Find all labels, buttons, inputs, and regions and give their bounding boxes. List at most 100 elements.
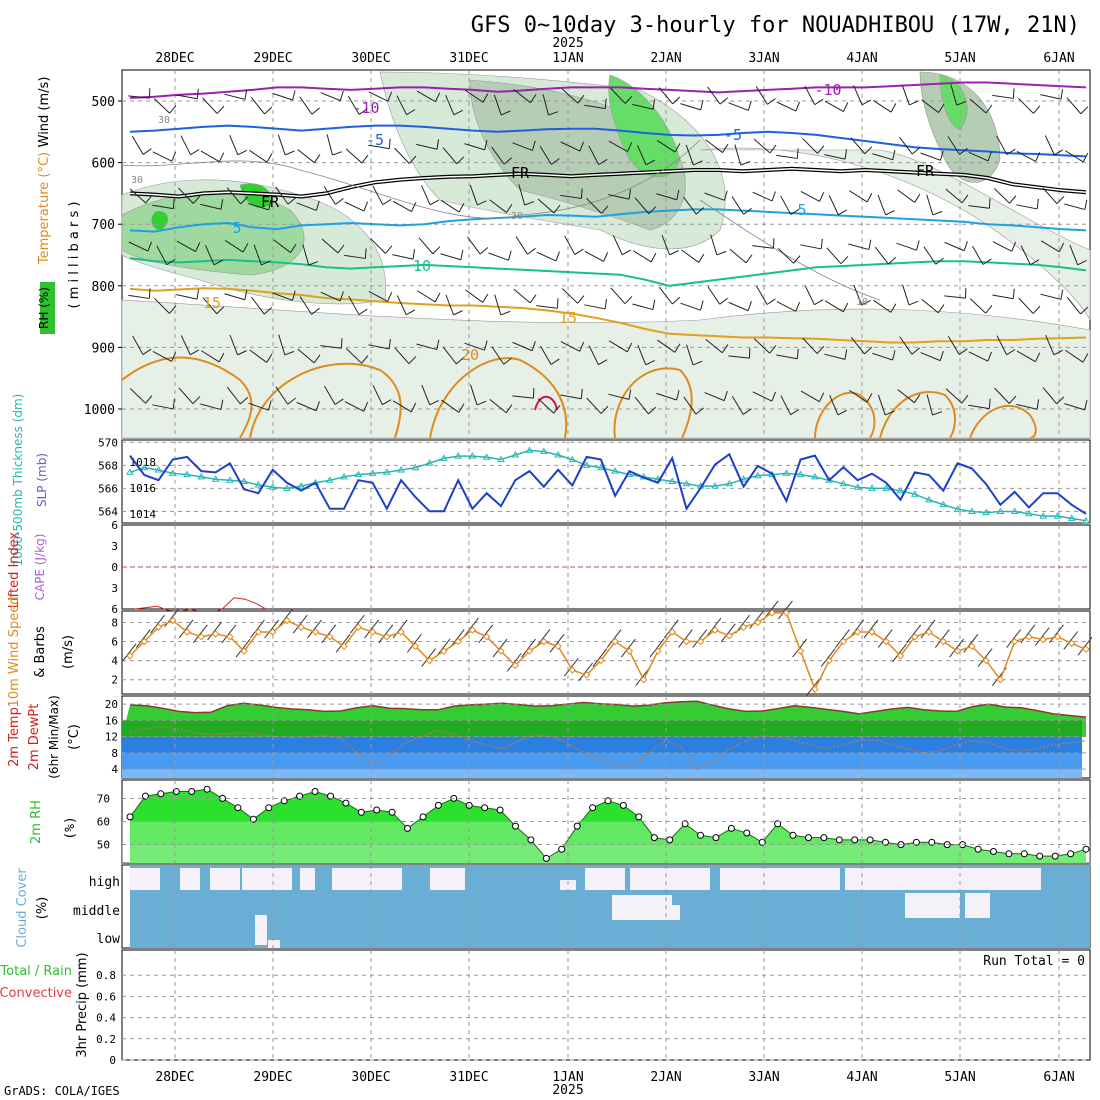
thickness-point	[497, 455, 505, 463]
wind-tick: 8	[111, 616, 118, 629]
surface-wind-barb	[506, 653, 522, 672]
wind-speed-point	[1039, 635, 1047, 644]
thickness-point	[953, 505, 962, 512]
date-label-top: 4JAN	[846, 51, 877, 66]
wind-barb	[972, 245, 992, 265]
precip-tick: 0.2	[96, 1033, 116, 1046]
surface-wind-barb	[777, 600, 793, 620]
wind-speed-point	[711, 626, 719, 634]
wind-barb	[320, 338, 343, 349]
thickness-point	[340, 472, 348, 480]
wind-barb	[445, 95, 464, 116]
wind-barb	[776, 148, 799, 159]
surface-wind-barb	[1063, 631, 1079, 650]
wind-barb	[728, 100, 752, 111]
wind-barb	[537, 198, 561, 214]
thickness-point	[539, 447, 548, 454]
wind-barb	[921, 99, 945, 113]
thickness-point	[1082, 516, 1090, 524]
wind-barb	[632, 250, 657, 263]
contour-label: -10	[352, 99, 379, 117]
wind-barb	[992, 88, 1015, 99]
thickness-point	[268, 483, 277, 490]
surface-wind-barb	[150, 614, 165, 634]
wind-barb	[872, 149, 896, 161]
wind-barb	[302, 244, 319, 266]
contour-label: 5	[797, 201, 806, 219]
wind-speed-point	[197, 633, 206, 641]
year-label-bottom: 2025	[552, 1083, 583, 1098]
label-cape: CAPE (J/kg)	[33, 534, 47, 601]
wind-barb	[776, 348, 799, 360]
wind-barb	[297, 348, 321, 364]
date-label-top: 1JAN	[552, 51, 583, 66]
surface-wind-barb	[178, 619, 194, 639]
wind-barb	[344, 201, 369, 212]
wind-speed-point	[411, 642, 420, 651]
precip-tick: 0.8	[96, 969, 116, 982]
wind-barb	[1018, 297, 1041, 314]
surface-wind-barb	[820, 648, 836, 667]
wind-barb	[200, 150, 225, 163]
date-label-top: 29DEC	[253, 51, 292, 66]
wind-barb	[1064, 150, 1089, 163]
rh-point	[388, 808, 396, 816]
surface-wind-barb	[663, 619, 679, 639]
wind-barb	[421, 384, 439, 406]
surface-wind-barb	[406, 633, 422, 653]
surface-wind-barb	[364, 619, 379, 639]
date-label-top: 28DEC	[155, 51, 194, 66]
wind-barb	[488, 250, 512, 261]
wind-barb	[469, 184, 487, 206]
temp-tick: 4	[111, 763, 118, 776]
wind-barb	[753, 338, 777, 354]
wind-barb	[658, 286, 681, 305]
thickness-point	[796, 470, 805, 478]
wind-speed-point	[554, 642, 562, 651]
wind-barb	[277, 134, 295, 156]
wind-barb	[637, 344, 655, 366]
rh-point	[666, 836, 674, 844]
wind-barb	[994, 387, 1017, 404]
label-temperature: Temperature (°C)	[37, 152, 52, 265]
thickness-point	[126, 468, 134, 475]
surface-wind-barb	[649, 638, 665, 658]
wind-barb	[850, 337, 873, 355]
wind-barb	[968, 398, 991, 410]
isotherm-fr-inner	[129, 168, 1087, 198]
label-thickness: 1000-500mb Thickness (dm)	[11, 394, 25, 567]
surface-wind-barb	[1006, 629, 1022, 648]
wind-barb	[950, 84, 967, 106]
wind-barb	[680, 300, 704, 311]
wind-barb	[780, 195, 800, 215]
wind-barb	[392, 400, 417, 413]
rh-point	[727, 824, 735, 832]
wind-barb	[1042, 387, 1065, 405]
contour-label: 15	[203, 294, 221, 312]
label-lifted-index: Lifted Index	[7, 531, 22, 608]
wind-barb	[899, 136, 921, 155]
surface-wind-barb	[720, 623, 736, 643]
wind-speed-point	[611, 637, 619, 646]
wind-barb	[564, 235, 584, 255]
surface-wind-barb	[892, 643, 907, 663]
wind-barb	[656, 140, 681, 153]
cloud-fraction	[255, 915, 267, 945]
date-label-bottom: 31DEC	[449, 1070, 488, 1085]
dewpoint-band	[122, 769, 1082, 778]
rh-point	[141, 792, 149, 800]
contour-label: 10	[413, 257, 431, 275]
rh-point	[357, 808, 365, 816]
wind-speed-point	[211, 630, 220, 638]
wind-speed-point	[497, 647, 505, 655]
wind-speed-point	[368, 628, 377, 636]
surface-wind-barb	[521, 638, 536, 658]
wind-barbs-upper	[128, 84, 1089, 416]
date-label-top: 3JAN	[748, 51, 779, 66]
thickness-point	[297, 482, 306, 489]
wind-barb	[442, 346, 465, 365]
thickness-point	[140, 463, 149, 471]
thickness-point	[1039, 512, 1048, 519]
wind-barb	[224, 289, 248, 301]
label-2m-temp: 2m Temp	[7, 707, 22, 767]
